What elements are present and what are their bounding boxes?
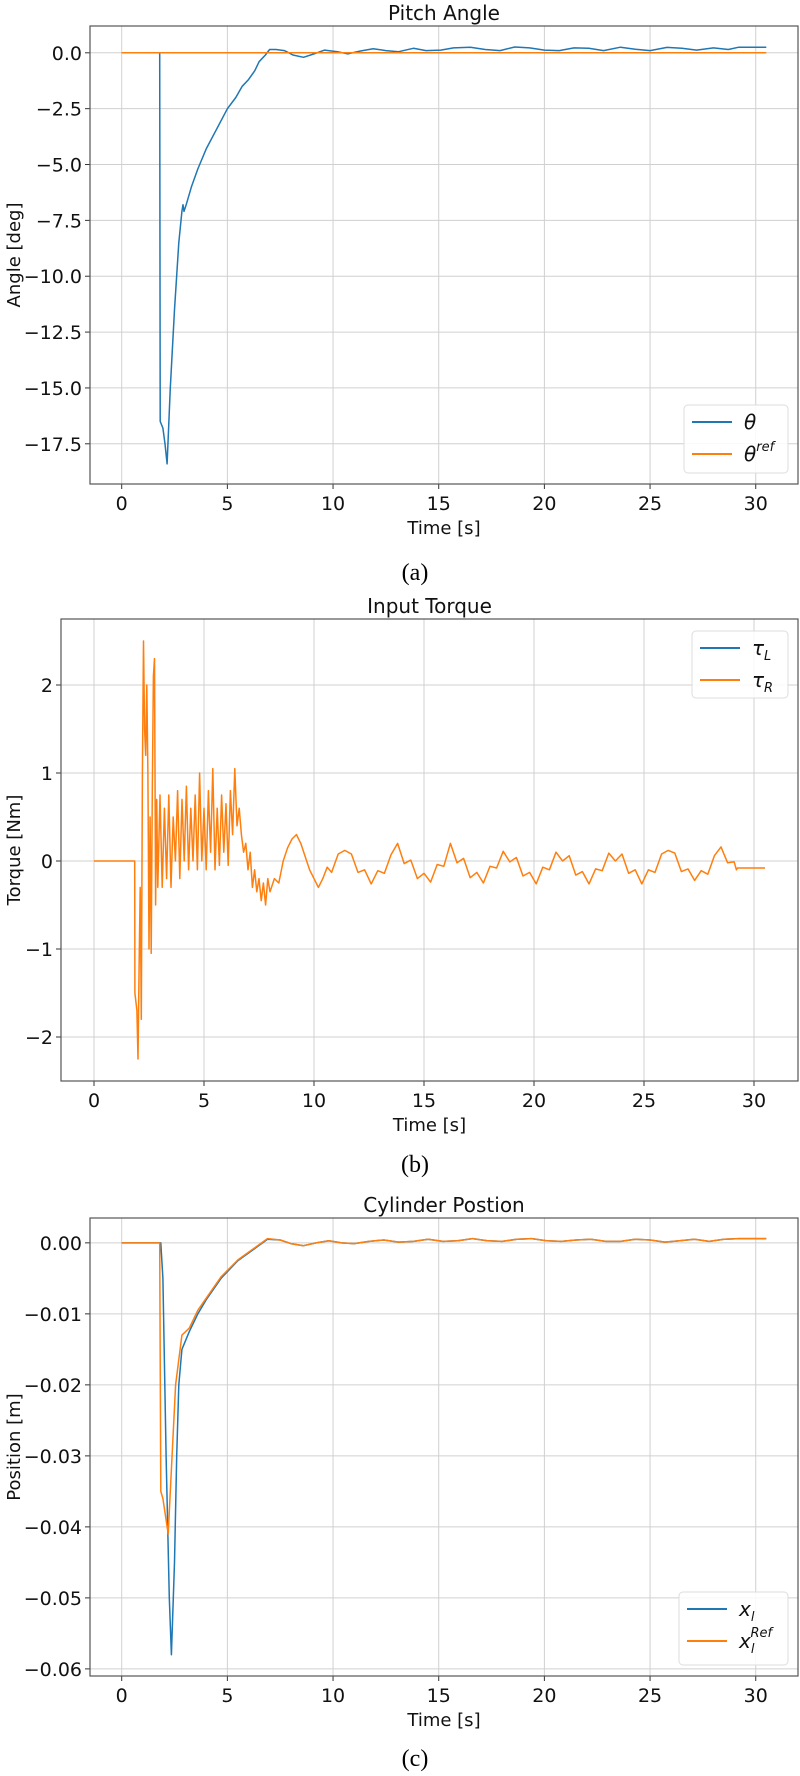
legend-subscript: L	[764, 649, 771, 664]
y-tick-label: 0.0	[52, 43, 82, 65]
x-axis-label: Time [s]	[406, 518, 480, 539]
x-tick-label: 25	[638, 1685, 662, 1707]
y-tick-label: −0.05	[24, 1588, 82, 1610]
y-tick-label: −15.0	[24, 378, 82, 400]
y-tick-label: 2	[41, 675, 53, 697]
legend-entry: xlRef	[738, 1626, 774, 1657]
x-tick-label: 15	[412, 1090, 436, 1112]
subfigure-caption: (c)	[402, 1746, 429, 1772]
series-line-1	[121, 1237, 767, 1535]
chart-title: Cylinder Postion	[363, 1193, 524, 1217]
x-tick-label: 10	[321, 493, 345, 515]
chart-title: Pitch Angle	[388, 1, 500, 25]
subfigure-caption: (a)	[402, 560, 429, 586]
legend-label: θ	[744, 442, 756, 466]
x-tick-label: 0	[116, 1685, 128, 1707]
axes-frame	[60, 618, 799, 1082]
x-tick-label: 0	[116, 493, 128, 515]
x-tick-label: 20	[532, 493, 556, 515]
chart-title: Input Torque	[367, 594, 492, 618]
legend-label: τ	[752, 636, 765, 660]
axes-frame	[89, 1217, 799, 1677]
x-tick-label: 5	[198, 1090, 210, 1112]
legend-entry: τR	[752, 668, 773, 696]
legend-entry: τL	[752, 636, 771, 664]
y-tick-label: −0.01	[24, 1304, 82, 1326]
x-tick-label: 5	[221, 1685, 233, 1707]
x-tick-label: 30	[744, 1685, 768, 1707]
y-tick-label: 0	[41, 851, 53, 873]
y-tick-label: −12.5	[24, 322, 82, 344]
y-axis-label: Position [m]	[4, 1393, 25, 1500]
y-tick-label: −10.0	[24, 266, 82, 288]
legend-label: x	[738, 1629, 751, 1653]
y-tick-label: 1	[41, 763, 53, 785]
axes-frame	[89, 25, 799, 485]
series-line-1	[94, 640, 765, 1060]
y-tick-label: −2.5	[36, 99, 82, 121]
legend-box	[691, 630, 789, 699]
x-axis-label: Time [s]	[406, 1710, 480, 1731]
legend-superscript: Ref	[750, 1626, 774, 1641]
x-tick-label: 10	[321, 1685, 345, 1707]
legend-entry: θ	[744, 410, 756, 434]
y-tick-label: −2	[25, 1027, 53, 1049]
x-tick-label: 15	[427, 493, 451, 515]
y-tick-label: −7.5	[36, 210, 82, 232]
x-tick-label: 25	[638, 493, 662, 515]
legend-label: x	[738, 1597, 751, 1621]
x-tick-label: 20	[522, 1090, 546, 1112]
x-tick-label: 10	[302, 1090, 326, 1112]
subplot-0: 0 5 10 15 20 25 30 0.0 −2.5 −5.0 −7.5 −10.0 −12.5 −15…	[4, 1, 799, 586]
x-tick-label: 25	[632, 1090, 656, 1112]
x-tick-label: 30	[742, 1090, 766, 1112]
y-tick-label: −0.03	[24, 1446, 82, 1468]
x-tick-label: 15	[427, 1685, 451, 1707]
legend-subscript: l	[751, 1610, 755, 1625]
x-tick-label: 20	[532, 1685, 556, 1707]
y-tick-label: −0.04	[24, 1517, 82, 1539]
legend-box	[683, 404, 789, 474]
subplot-2: 0 5 10 15 20 25 30 0.00 −0.01 −0.02 −0.03 −0.04 −0.0…	[4, 1193, 799, 1772]
x-tick-label: 5	[221, 493, 233, 515]
x-axis-label: Time [s]	[392, 1115, 466, 1136]
y-tick-label: −0.02	[24, 1375, 82, 1397]
legend-subscript: R	[764, 681, 773, 696]
legend-label: θ	[744, 410, 756, 434]
y-tick-label: −1	[25, 939, 53, 961]
legend-superscript: ref	[756, 440, 776, 455]
series-line-0	[121, 46, 767, 465]
legend-subscript: l	[751, 1642, 755, 1657]
y-axis-label: Angle [deg]	[4, 203, 25, 308]
y-axis-label: Torque [Nm]	[4, 795, 25, 907]
y-tick-label: −5.0	[36, 155, 82, 177]
legend-box	[678, 1591, 789, 1666]
subfigure-caption: (b)	[401, 1152, 429, 1178]
legend-label: τ	[752, 668, 765, 692]
series-line-0	[121, 1237, 767, 1656]
legend-entry: θref	[744, 440, 777, 466]
legend-entry: xl	[738, 1597, 755, 1625]
y-tick-label: −0.06	[24, 1659, 82, 1681]
x-tick-label: 30	[744, 493, 768, 515]
x-tick-label: 0	[88, 1090, 100, 1112]
y-tick-label: 0.00	[40, 1233, 82, 1255]
y-tick-label: −17.5	[24, 434, 82, 456]
